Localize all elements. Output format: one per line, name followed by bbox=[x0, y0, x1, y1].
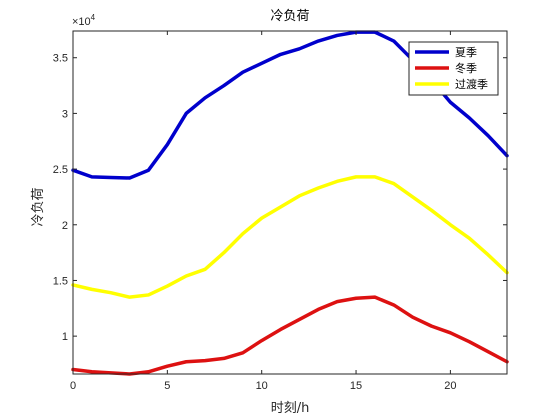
series-line-2 bbox=[71, 175, 509, 299]
y-axis-label: 冷负荷 bbox=[31, 187, 46, 226]
svg-text:×104: ×104 bbox=[72, 13, 96, 28]
y-tick-label: 2 bbox=[62, 220, 68, 232]
y-tick-label: 3 bbox=[62, 108, 68, 120]
ticks-layer: 0 5 10 15 20 1 1.5 2 2.5 3 3.5 bbox=[53, 31, 507, 392]
series-line-1 bbox=[71, 295, 509, 376]
exponent-base: ×10 bbox=[72, 16, 91, 28]
x-tick-label: 20 bbox=[444, 380, 456, 392]
x-axis-label: 时刻/h bbox=[271, 401, 310, 416]
y-tick-label: 3.5 bbox=[53, 53, 68, 65]
exponent-power: 4 bbox=[91, 13, 96, 22]
y-tick-label: 2.5 bbox=[53, 164, 68, 176]
chart-title: 冷负荷 bbox=[270, 9, 309, 24]
axes-box bbox=[72, 30, 508, 375]
x-tick-label: 15 bbox=[350, 380, 362, 392]
x-tick-label: 10 bbox=[256, 380, 268, 392]
x-tick-label: 0 bbox=[70, 380, 76, 392]
legend-label-1: 冬季 bbox=[455, 61, 477, 75]
y-tick-label: 1.5 bbox=[53, 275, 68, 287]
x-tick-label: 5 bbox=[164, 380, 170, 392]
y-axis-exponent: ×104 bbox=[72, 13, 96, 28]
legend-label-0: 夏季 bbox=[455, 46, 477, 59]
legend-label-2: 过渡季 bbox=[455, 77, 488, 91]
y-tick-label: 1 bbox=[62, 331, 68, 343]
axes-layer bbox=[72, 30, 508, 375]
